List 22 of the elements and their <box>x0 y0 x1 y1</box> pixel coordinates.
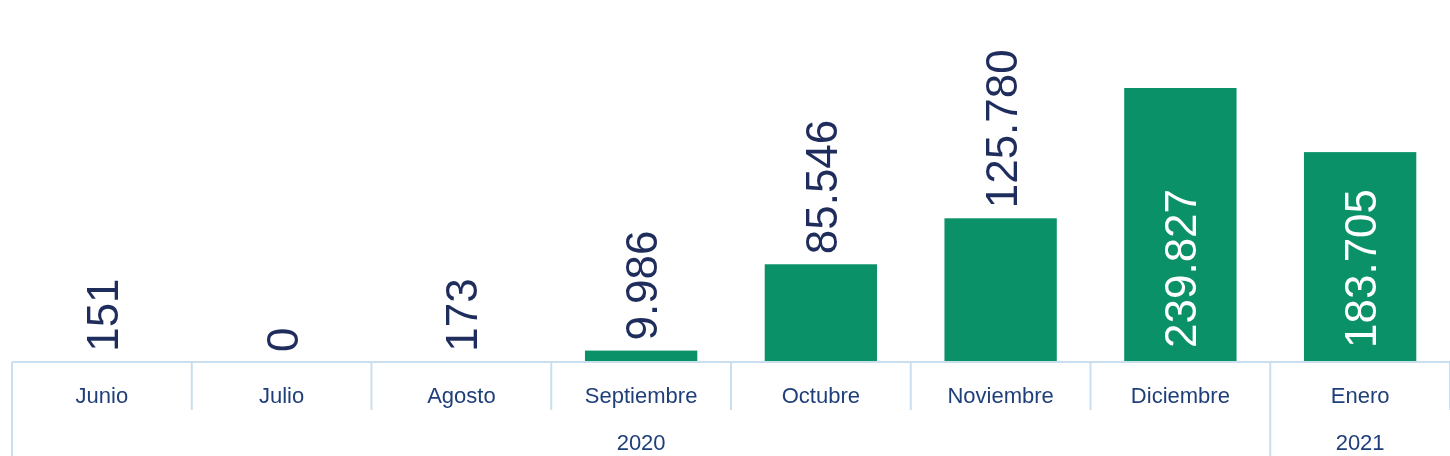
x-tick-label: Julio <box>259 383 305 408</box>
x-tick-label: Agosto <box>427 383 496 408</box>
bar <box>944 218 1057 362</box>
x-tick-label: Noviembre <box>947 383 1054 408</box>
bar <box>1303 152 1417 362</box>
bar <box>764 264 878 362</box>
x-tick-label: Diciembre <box>1130 383 1230 408</box>
data-label: 183.705 <box>1336 188 1386 348</box>
x-tick-label: Septiembre <box>584 383 698 408</box>
data-label: 125.780 <box>976 49 1026 209</box>
data-label: 0 <box>257 327 307 352</box>
data-label: 9.986 <box>617 230 667 341</box>
x-tick-label: Junio <box>75 383 129 408</box>
data-label: 239.827 <box>1156 188 1206 348</box>
data-label: 151 <box>77 278 127 352</box>
data-label: 173 <box>437 278 487 352</box>
x-tick-label: Octubre <box>781 383 861 408</box>
data-label: 85.546 <box>796 119 846 255</box>
text: 2021 <box>1335 430 1385 455</box>
bar <box>1124 88 1237 362</box>
x-tick-label: Enero <box>1330 383 1390 408</box>
text: 2020 <box>616 430 666 455</box>
